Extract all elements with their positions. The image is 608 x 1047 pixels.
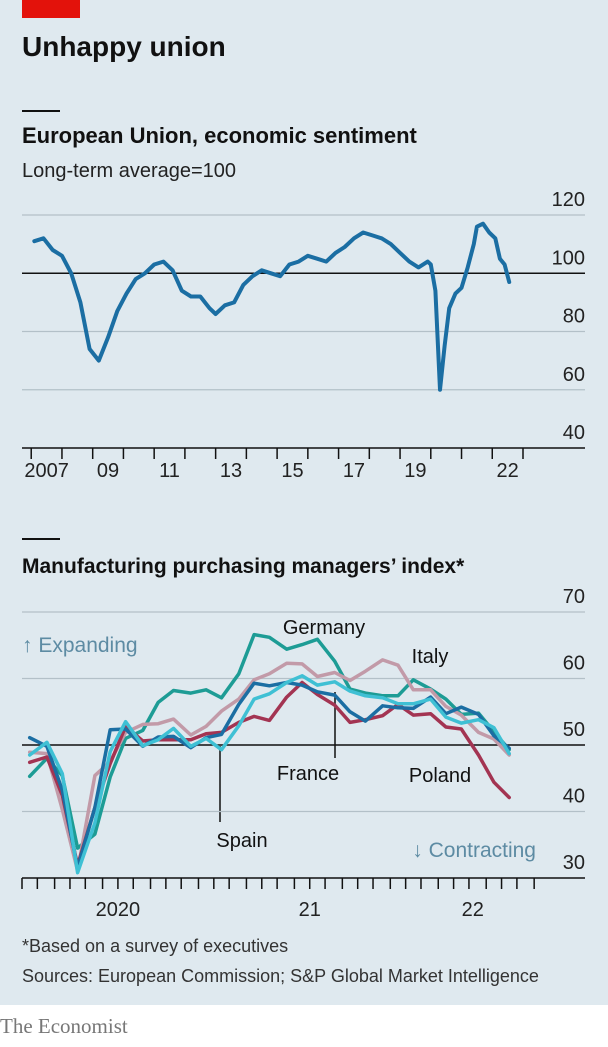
series-line [27, 680, 511, 868]
y-tick-label: 120 [552, 189, 585, 211]
x-tick-label: 19 [404, 460, 426, 482]
y-tick-label: 60 [563, 364, 585, 386]
series-label: Spain [216, 830, 267, 852]
series-label: France [277, 763, 339, 785]
x-tick-label: 17 [343, 460, 365, 482]
chart-title: European Union, economic sentiment [22, 123, 418, 148]
y-tick-label: 80 [563, 306, 585, 328]
background [0, 0, 608, 1005]
x-tick-label: 21 [299, 899, 321, 921]
x-tick-label: 22 [497, 460, 519, 482]
chart-title: Manufacturing purchasing managers’ index… [22, 555, 465, 578]
brand-strip [0, 1005, 608, 1042]
series-label: Italy [412, 646, 449, 668]
x-tick-label: 22 [462, 899, 484, 921]
x-tick-label: 13 [220, 460, 242, 482]
red-tag [22, 0, 80, 18]
series-line [32, 221, 512, 392]
y-tick-label: 100 [552, 247, 585, 269]
brand: The Economist [0, 1014, 128, 1038]
y-tick-label: 40 [563, 422, 585, 444]
footnote: *Based on a survey of executives [22, 936, 288, 956]
series-label: Germany [283, 617, 365, 639]
x-tick-label: 11 [159, 460, 180, 482]
source: Sources: European Commission; S&P Global… [22, 966, 539, 986]
y-tick-label: 40 [563, 786, 585, 808]
chart-subtitle: Long-term average=100 [22, 160, 236, 182]
y-tick-label: 30 [563, 852, 585, 874]
y-tick-label: 70 [563, 586, 585, 608]
main-title: Unhappy union [22, 31, 226, 62]
x-tick-label: 2007 [24, 460, 69, 482]
x-tick-label: 09 [97, 460, 119, 482]
series-line [27, 680, 511, 870]
series-label: Poland [409, 765, 471, 787]
x-tick-label: 15 [281, 460, 303, 482]
y-tick-label: 60 [563, 653, 585, 675]
annotation: ↓ Contracting [412, 839, 536, 862]
annotation: ↑ Expanding [22, 634, 138, 657]
series-line [27, 674, 511, 875]
x-tick-label: 2020 [96, 899, 141, 921]
y-tick-label: 50 [563, 719, 585, 741]
